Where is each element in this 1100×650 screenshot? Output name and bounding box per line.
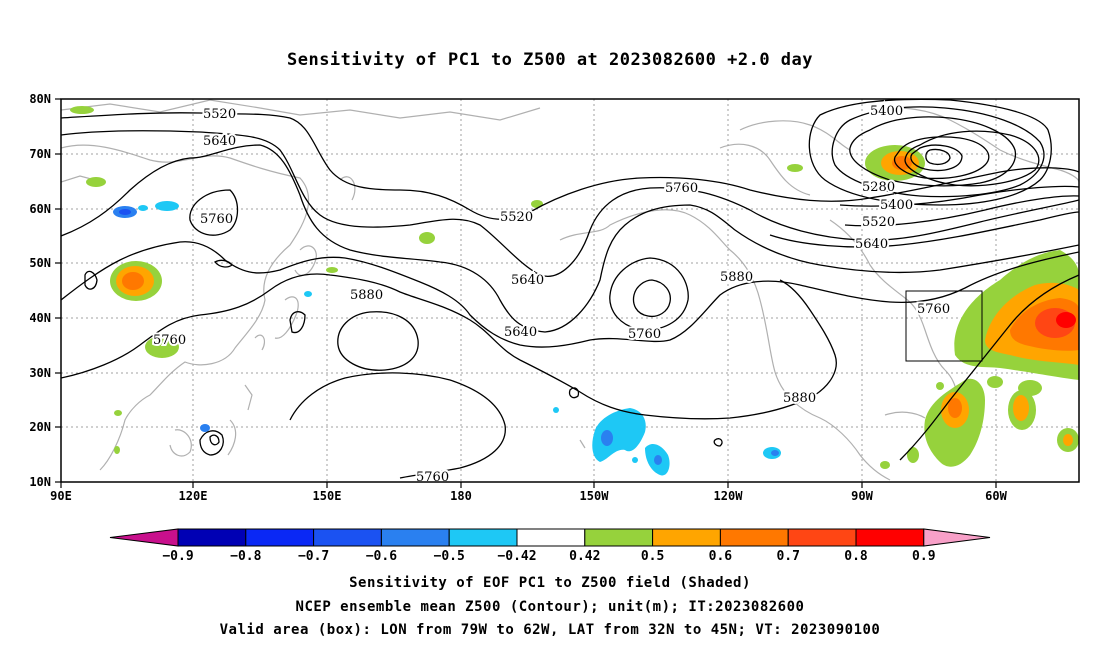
z500-contours [61, 99, 1079, 479]
lat-label: 80N [29, 92, 51, 106]
colorbar: −0.9 −0.8 −0.7 −0.6 −0.5 −0.42 0.42 0.5 0.6 0.7 0.… [109, 528, 991, 564]
colorbar-tick-label: −0.7 [298, 549, 329, 564]
colorbar-tick-label: 0.7 [776, 549, 799, 564]
caption-contour: NCEP ensemble mean Z500 (Contour); unit(… [295, 599, 805, 615]
caption-shading: Sensitivity of EOF PC1 to Z500 field (Sh… [349, 575, 751, 591]
contour-label: 5640 [855, 237, 888, 252]
colorbar-segment [855, 528, 925, 547]
lat-label: 50N [29, 256, 51, 270]
valid-area-box [905, 290, 983, 362]
colorbar-segment [787, 528, 857, 547]
coastlines [61, 99, 1079, 481]
colorbar-tick-label: −0.42 [497, 549, 536, 564]
colorbar-tick-label: −0.8 [230, 549, 261, 564]
colorbar-tick-label: −0.5 [434, 549, 465, 564]
lat-label: 70N [29, 147, 51, 161]
lon-label: 150E [313, 489, 342, 503]
colorbar-segment [516, 528, 586, 547]
contour-label: 5640 [203, 134, 236, 149]
lat-label: 10N [29, 475, 51, 489]
lat-label: 60N [29, 202, 51, 216]
colorbar-tick-label: −0.9 [162, 549, 193, 564]
lon-label: 90E [50, 489, 72, 503]
colorbar-tick-label: 0.9 [912, 549, 935, 564]
map-title: Sensitivity of PC1 to Z500 at 2023082600… [286, 50, 813, 70]
caption-valid-area: Valid area (box): LON from 79W to 62W, L… [219, 622, 881, 638]
colorbar-tick-label: 0.5 [641, 549, 664, 564]
contour-label: 5520 [862, 215, 895, 230]
contour-label: 5760 [153, 333, 186, 348]
plot-frame [60, 98, 1080, 483]
lat-label: 40N [29, 311, 51, 325]
contour-label: 5520 [203, 107, 236, 122]
contour-label: 5280 [862, 180, 895, 195]
contour-label: 5880 [720, 270, 753, 285]
contour-label: 5520 [500, 210, 533, 225]
contour-label: 5760 [917, 302, 950, 317]
latitude-labels: 80N 70N 60N 50N 40N 30N 20N 10N [29, 92, 51, 489]
colorbar-segment [719, 528, 789, 547]
colorbar-segment [652, 528, 721, 547]
contour-label: 5760 [628, 327, 661, 342]
lon-label: 60W [985, 489, 1007, 503]
axis-ticks [55, 98, 997, 488]
colorbar-tick-label: 0.6 [709, 549, 733, 564]
colorbar-segment [448, 528, 518, 547]
colorbar-segment [313, 528, 382, 547]
lon-label: 120W [714, 489, 744, 503]
lon-label: 120E [179, 489, 208, 503]
contour-label: 5760 [665, 181, 698, 196]
lat-label: 30N [29, 366, 51, 380]
lon-label: 90W [851, 489, 873, 503]
colorbar-tick-label: 0.8 [844, 549, 868, 564]
colorbar-min-arrow [109, 528, 179, 547]
colorbar-tick-label: −0.6 [366, 549, 397, 564]
lat-label: 20N [29, 420, 51, 434]
lon-label: 150W [580, 489, 610, 503]
contour-label: 5880 [783, 391, 816, 406]
colorbar-segment [584, 528, 654, 547]
colorbar-tick-label: 0.42 [569, 549, 600, 564]
longitude-labels: 90E 120E 150E 180 150W 120W 90W 60W [50, 489, 1007, 503]
contour-label: 5640 [504, 325, 537, 340]
colorbar-segment [380, 528, 450, 547]
contour-label: 5880 [350, 288, 383, 303]
colorbar-max-arrow [923, 528, 991, 547]
sensitivity-shading [70, 106, 1079, 476]
contour-label: 5760 [200, 212, 233, 227]
contour-label: 5640 [511, 273, 544, 288]
colorbar-segment [177, 528, 247, 547]
colorbar-segment [245, 528, 315, 547]
contour-label: 5400 [880, 198, 913, 213]
contour-labels: 5520 5640 5760 5400 5280 5400 5520 5640 … [151, 102, 952, 487]
contour-label: 5400 [870, 104, 903, 119]
lon-label: 180 [450, 489, 472, 503]
